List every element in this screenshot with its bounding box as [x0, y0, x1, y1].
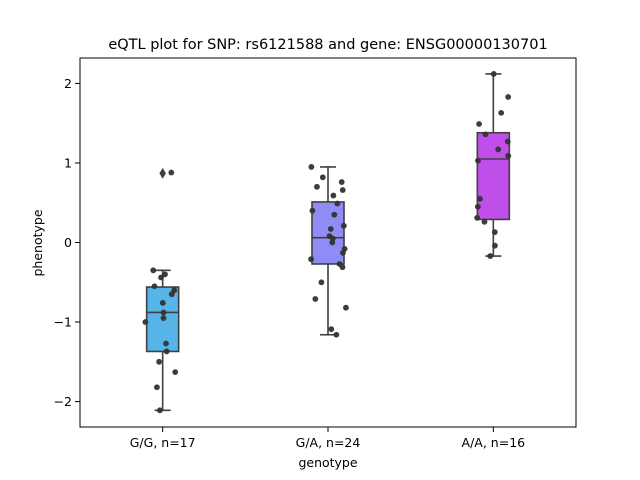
data-point — [318, 279, 325, 286]
data-point — [158, 274, 164, 281]
data-point — [163, 348, 170, 355]
data-point — [339, 187, 346, 193]
data-point — [151, 283, 158, 290]
data-point — [504, 138, 511, 145]
data-point — [498, 109, 505, 116]
data-point — [491, 229, 498, 236]
data-point — [492, 242, 498, 249]
data-point — [334, 200, 341, 207]
data-point — [474, 214, 481, 221]
data-point — [331, 211, 338, 218]
outlier-marker — [159, 167, 166, 179]
data-point — [495, 146, 502, 153]
data-point — [474, 203, 481, 210]
y-tick-label: 1 — [64, 155, 72, 170]
data-point — [482, 131, 489, 138]
data-point — [338, 179, 345, 185]
data-point — [163, 340, 169, 347]
y-tick-label: 2 — [64, 76, 72, 91]
data-point — [314, 183, 320, 190]
data-point — [308, 256, 314, 263]
chart-title: eQTL plot for SNP: rs6121588 and gene: E… — [108, 37, 547, 53]
y-tick-label: 0 — [64, 235, 72, 250]
data-point — [476, 121, 482, 127]
box-2 — [311, 201, 345, 265]
data-point — [505, 94, 512, 100]
data-point — [319, 174, 326, 181]
data-point — [505, 152, 512, 159]
data-point — [156, 358, 163, 365]
data-point — [328, 326, 335, 333]
data-point — [333, 331, 340, 338]
data-point — [329, 239, 336, 246]
data-point — [475, 157, 481, 164]
x-tick-label: A/A, n=16 — [462, 435, 526, 450]
data-point — [339, 264, 346, 271]
data-point — [159, 300, 166, 306]
data-point — [156, 407, 163, 414]
data-point — [343, 304, 349, 311]
data-point — [340, 222, 347, 229]
data-point — [168, 169, 175, 176]
data-point — [312, 296, 319, 302]
data-point — [154, 384, 160, 391]
data-point — [160, 309, 167, 316]
x-tick-label: G/G, n=17 — [130, 435, 196, 450]
data-point — [330, 192, 337, 199]
box-1 — [145, 286, 180, 353]
data-point — [481, 218, 488, 225]
data-point — [142, 319, 149, 325]
data-point — [490, 71, 497, 77]
data-point — [477, 195, 483, 202]
data-point — [327, 226, 334, 232]
data-point — [150, 267, 157, 274]
data-point — [172, 369, 179, 376]
data-point — [309, 207, 316, 214]
x-axis-label: genotype — [298, 455, 357, 470]
data-point — [162, 271, 168, 278]
y-tick-label: −1 — [54, 315, 72, 330]
data-point — [487, 253, 494, 259]
plot-area: −2 −1 0 1 2 G/G, n=17 G/A, n=24 A/A, n=16 — [54, 57, 577, 450]
x-tick-label: G/A, n=24 — [296, 435, 361, 450]
data-point — [160, 315, 167, 321]
data-point — [168, 291, 175, 298]
data-point — [308, 164, 315, 170]
box-3 — [476, 131, 511, 221]
data-point — [340, 249, 346, 256]
y-axis-label: phenotype — [30, 209, 45, 276]
y-tick-label: −2 — [54, 394, 72, 409]
